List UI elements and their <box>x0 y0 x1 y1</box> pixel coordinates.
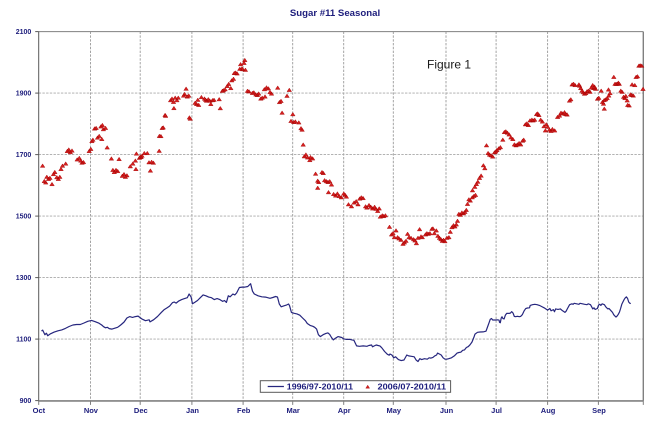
svg-text:Sugar #11 Seasonal: Sugar #11 Seasonal <box>290 8 380 19</box>
svg-text:Nov: Nov <box>84 406 99 415</box>
svg-text:Apr: Apr <box>338 406 351 415</box>
svg-text:1900: 1900 <box>16 91 32 98</box>
svg-text:Dec: Dec <box>134 406 148 415</box>
svg-text:1100: 1100 <box>16 337 31 344</box>
svg-text:1700: 1700 <box>16 152 32 159</box>
svg-text:Jul: Jul <box>491 406 502 415</box>
svg-text:May: May <box>387 406 402 415</box>
svg-text:1996/97-2010/11: 1996/97-2010/11 <box>287 382 354 391</box>
svg-text:Mar: Mar <box>287 406 300 415</box>
svg-text:Feb: Feb <box>237 406 251 415</box>
svg-text:Sep: Sep <box>592 406 606 415</box>
svg-text:2006/07-2010/11: 2006/07-2010/11 <box>378 382 447 391</box>
svg-text:2100: 2100 <box>16 29 32 36</box>
svg-text:Figure 1: Figure 1 <box>427 57 471 71</box>
svg-text:900: 900 <box>20 398 32 405</box>
svg-text:1300: 1300 <box>16 275 32 282</box>
svg-text:Oct: Oct <box>33 406 46 415</box>
svg-text:Jun: Jun <box>440 406 454 415</box>
svg-text:1500: 1500 <box>16 214 32 221</box>
svg-text:Aug: Aug <box>541 406 556 415</box>
svg-text:Jan: Jan <box>186 406 199 415</box>
